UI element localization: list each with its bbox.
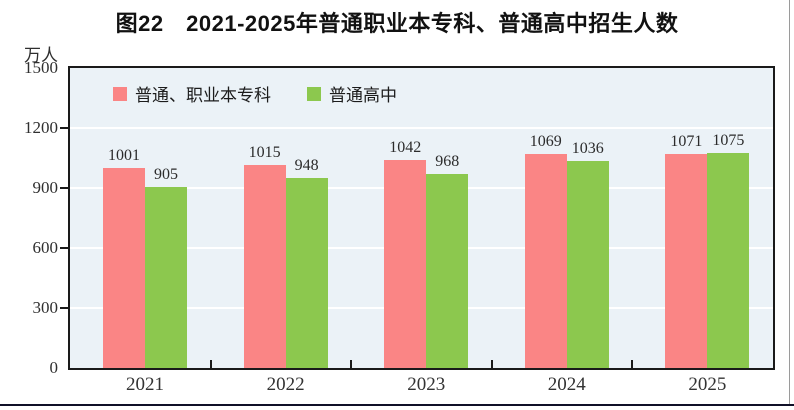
bar-value-label: 905 (154, 166, 178, 183)
legend: 普通、职业本专科 普通高中 (113, 81, 433, 106)
legend-swatch (307, 86, 321, 101)
legend-label: 普通高中 (329, 86, 397, 105)
legend-label: 普通、职业本专科 (135, 86, 271, 105)
x-tick (350, 360, 353, 368)
bar (243, 165, 286, 368)
x-tick-label: 2022 (266, 374, 305, 395)
x-tick-label: 2023 (407, 374, 446, 395)
bar (145, 187, 187, 368)
y-tick (60, 127, 68, 129)
chart-title: 图22 2021-2025年普通职业本专科、普通高中招生人数 (115, 11, 679, 36)
x-tick-label: 2021 (126, 374, 164, 395)
legend-swatch (113, 86, 127, 101)
y-tick-label: 1200 (24, 118, 58, 137)
y-tick (60, 307, 68, 309)
bar-value-label: 1069 (529, 133, 562, 151)
bar-value-label: 1036 (571, 139, 604, 157)
gridline (70, 127, 773, 129)
y-tick (60, 187, 68, 189)
x-tick-label: 2025 (688, 374, 727, 395)
y-tick-label: 300 (32, 298, 59, 317)
plot-area: 普通、职业本专科 普通高中 1001 905 1015 948 1042 968 1069 10… (68, 66, 775, 370)
x-tick-label: 2024 (547, 374, 586, 395)
y-axis-unit-label: 万人 (24, 46, 58, 65)
y-tick-label: 1500 (24, 58, 58, 77)
x-tick (490, 360, 493, 368)
legend-item: 普通高中 (307, 81, 397, 106)
bar (524, 154, 567, 368)
bar-value-label: 1015 (248, 144, 281, 161)
bar (103, 167, 145, 368)
bar (426, 174, 469, 368)
bar (384, 159, 427, 368)
bar-value-label: 1075 (712, 132, 745, 149)
y-tick-label: 0 (49, 358, 59, 377)
bar (707, 153, 750, 368)
bar (665, 153, 708, 368)
y-tick-label: 600 (32, 238, 59, 257)
bar-value-label: 948 (294, 157, 319, 175)
bar-value-label: 1001 (108, 146, 140, 164)
y-tick (60, 247, 68, 249)
page-border-bottom (0, 404, 794, 406)
x-tick (631, 360, 634, 368)
bar-value-label: 968 (435, 153, 460, 171)
bar-value-label: 1071 (670, 132, 703, 150)
x-tick (209, 360, 212, 368)
page-border-right (789, 0, 790, 405)
y-tick-label: 900 (32, 178, 59, 197)
bar (285, 178, 328, 368)
bar-value-label: 1042 (389, 138, 422, 156)
legend-item: 普通、职业本专科 (113, 81, 271, 106)
bar (566, 160, 609, 368)
